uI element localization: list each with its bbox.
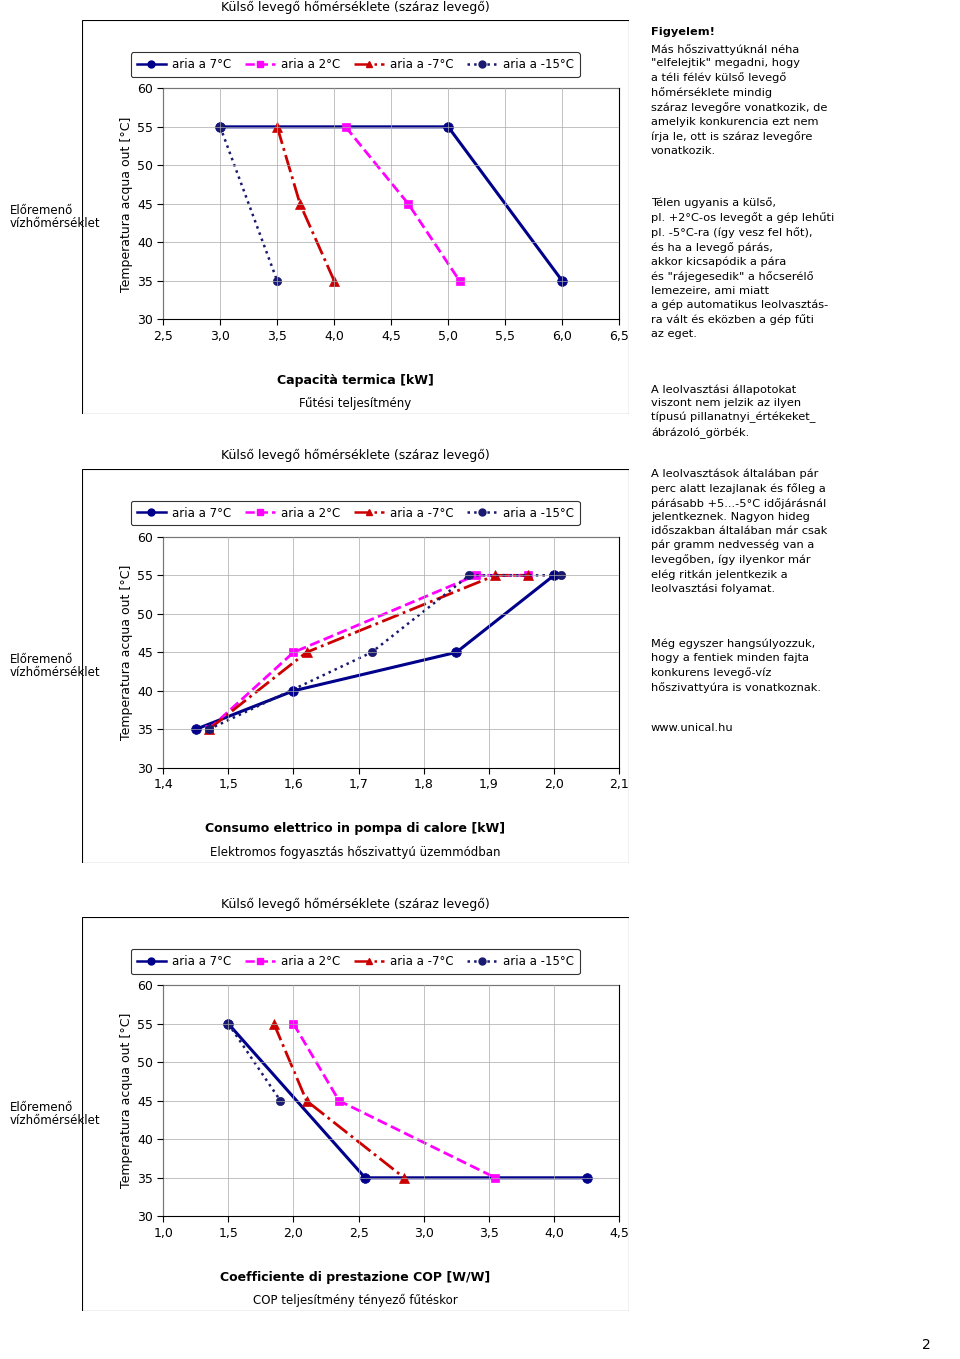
Text: Elektromos fogyasztás hőszivattyú üzemmódban: Elektromos fogyasztás hőszivattyú üzemmó…	[210, 845, 500, 859]
Text: A leolvasztások általában pár
perc alatt lezajlanak és főleg a
párásabb +5...-5°: A leolvasztások általában pár perc alatt…	[651, 469, 828, 594]
Y-axis label: Temperatura acqua out [°C]: Temperatura acqua out [°C]	[120, 564, 132, 741]
Text: Külső levegő hőmérséklete (száraz levegő): Külső levegő hőmérséklete (száraz levegő…	[221, 448, 490, 462]
Text: www.unical.hu: www.unical.hu	[651, 723, 733, 733]
Y-axis label: Temperatura acqua out [°C]: Temperatura acqua out [°C]	[120, 116, 132, 292]
Text: vízhőmérséklet: vízhőmérséklet	[10, 1114, 100, 1128]
Text: Coefficiente di prestazione COP [W/W]: Coefficiente di prestazione COP [W/W]	[220, 1271, 491, 1284]
Text: Capacità termica [kW]: Capacità termica [kW]	[276, 374, 434, 387]
Text: Előremenő: Előremenő	[10, 652, 73, 666]
Legend: aria a 7°C, aria a 2°C, aria a -7°C, aria a -15°C: aria a 7°C, aria a 2°C, aria a -7°C, ari…	[131, 949, 580, 974]
Text: A leolvasztási állapotokat
viszont nem jelzik az ilyen
típusú pillanatnyi_értéke: A leolvasztási állapotokat viszont nem j…	[651, 385, 815, 439]
Text: COP teljesítmény tényező fűtéskor: COP teljesítmény tényező fűtéskor	[252, 1294, 458, 1307]
Text: vízhőmérséklet: vízhőmérséklet	[10, 666, 100, 680]
Text: Fűtési teljesítmény: Fűtési teljesítmény	[300, 397, 411, 410]
Legend: aria a 7°C, aria a 2°C, aria a -7°C, aria a -15°C: aria a 7°C, aria a 2°C, aria a -7°C, ari…	[131, 52, 580, 77]
Y-axis label: Temperatura acqua out [°C]: Temperatura acqua out [°C]	[120, 1012, 132, 1189]
Text: Külső levegő hőmérséklete (száraz levegő): Külső levegő hőmérséklete (száraz levegő…	[221, 0, 490, 14]
Legend: aria a 7°C, aria a 2°C, aria a -7°C, aria a -15°C: aria a 7°C, aria a 2°C, aria a -7°C, ari…	[131, 500, 580, 526]
Text: Télen ugyanis a külső,
pl. +2°C-os levegőt a gép lehűti
pl. -5°C-ra (így vesz fe: Télen ugyanis a külső, pl. +2°C-os leveg…	[651, 197, 834, 338]
Text: Előremenő: Előremenő	[10, 204, 73, 217]
Text: Még egyszer hangsúlyozzuk,
hogy a fentiek minden fajta
konkurens levegő-víz
hősz: Még egyszer hangsúlyozzuk, hogy a fentie…	[651, 639, 821, 693]
Text: vízhőmérséklet: vízhőmérséklet	[10, 217, 100, 231]
Text: Figyelem!: Figyelem!	[651, 27, 715, 37]
Text: Előremenő: Előremenő	[10, 1101, 73, 1114]
Text: Külső levegő hőmérséklete (száraz levegő): Külső levegő hőmérséklete (száraz levegő…	[221, 897, 490, 911]
Text: Más hőszivattyúknál néha
"elfelejtik" megadni, hogy
a téli félév külső levegő
hő: Más hőszivattyúknál néha "elfelejtik" me…	[651, 43, 828, 156]
Text: 2: 2	[923, 1339, 931, 1352]
Text: Consumo elettrico in pompa di calore [kW]: Consumo elettrico in pompa di calore [kW…	[205, 822, 505, 836]
